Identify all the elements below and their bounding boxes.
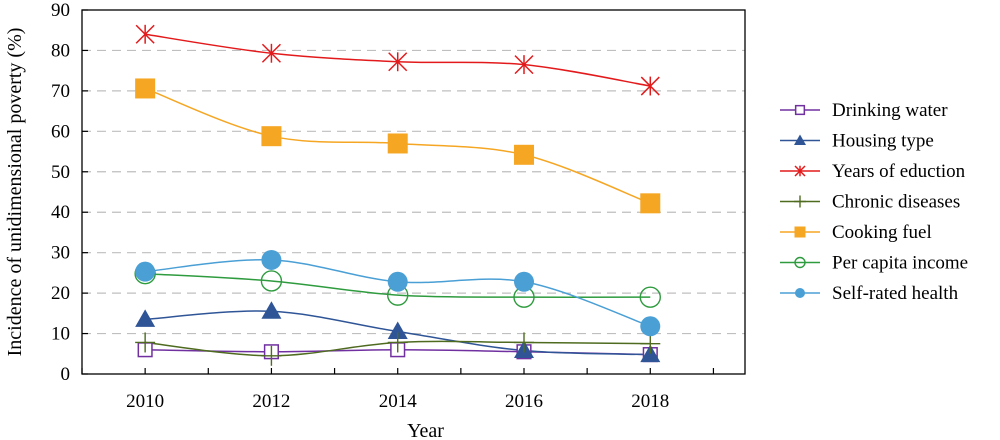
data-point [261, 43, 281, 63]
y-tick-label: 60 [51, 121, 70, 142]
x-tick-label: 2018 [631, 391, 669, 412]
data-point [388, 52, 408, 72]
data-point [795, 288, 805, 298]
data-point [387, 321, 408, 340]
y-tick-label: 90 [51, 0, 70, 21]
data-point [639, 286, 661, 308]
legend-label: Cooking fuel [832, 222, 932, 243]
data-point [794, 165, 806, 177]
series-lines [144, 33, 651, 357]
x-tick-label: 2016 [505, 391, 543, 412]
data-point [640, 76, 660, 96]
data-point [640, 316, 661, 337]
data-point [135, 332, 156, 353]
x-tick-label: 2012 [252, 391, 290, 412]
legend-label: Years of eduction [832, 161, 966, 182]
x-tick-label: 2010 [126, 391, 164, 412]
data-point [260, 270, 283, 292]
y-tick-label: 50 [51, 162, 70, 183]
data-point [261, 301, 282, 319]
data-point [261, 126, 282, 147]
legend-label: Drinking water [832, 100, 948, 121]
data-point [135, 24, 155, 44]
legend-item: Cooking fuel [780, 222, 932, 243]
y-tick-label: 70 [51, 81, 70, 102]
data-point [514, 144, 534, 165]
plot-frame [81, 9, 746, 375]
data-point [135, 309, 156, 327]
legend-item: Housing type [780, 131, 934, 152]
data-point [640, 193, 661, 214]
data-point [387, 332, 408, 353]
data-point [514, 271, 534, 292]
y-tick-label: 80 [51, 40, 70, 61]
data-point [640, 333, 661, 354]
legend-label: Per capita income [832, 253, 968, 274]
y-tick-label: 40 [51, 202, 70, 223]
data-point [135, 261, 156, 282]
y-tick-label: 30 [51, 243, 70, 264]
data-point [514, 332, 534, 353]
data-point [794, 226, 806, 238]
gridlines [82, 49, 745, 335]
legend-item: Chronic diseases [780, 192, 960, 213]
legend-label: Housing type [832, 131, 934, 152]
data-point [794, 134, 806, 145]
x-tick-label: 2014 [379, 391, 418, 412]
data-point [794, 104, 806, 116]
data-point [387, 271, 408, 292]
series-markers [134, 24, 661, 366]
legend-label: Self-rated health [832, 283, 959, 304]
y-tick-label: 10 [51, 324, 70, 345]
data-point [514, 55, 534, 75]
legend-label: Chronic diseases [832, 192, 960, 213]
y-tick-label: 0 [61, 364, 71, 385]
data-point [261, 249, 282, 270]
legend-item: Per capita income [780, 253, 968, 274]
data-point [794, 195, 806, 208]
y-axis-title: Incidence of unidimensional poverty (%) [4, 28, 26, 357]
y-tick-label: 20 [51, 283, 70, 304]
data-point [794, 256, 806, 269]
series-line [145, 272, 651, 299]
data-point [135, 78, 156, 99]
axes: 0 10 20 30 40 50 60 70 80 90 2010 2012 2014 2016 2018 [51, 0, 746, 412]
x-axis-title: Year [407, 420, 444, 440]
legend-item: Drinking water [780, 100, 948, 121]
data-point [387, 133, 408, 154]
legend-item: Self-rated health [780, 283, 959, 304]
legend: Drinking water Housing type Years of educt… [780, 100, 968, 304]
legend-item: Years of eduction [780, 161, 966, 182]
data-point [261, 345, 282, 366]
